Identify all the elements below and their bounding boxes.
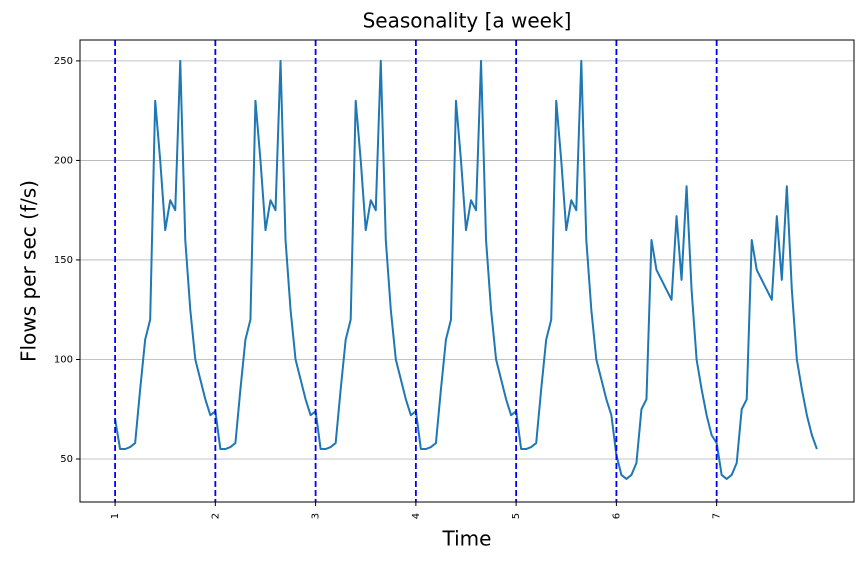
- x-tick-label: 2: [210, 513, 221, 519]
- data-line: [114, 59, 818, 480]
- x-tick-label: 1: [110, 513, 121, 519]
- y-tick-label: 250: [54, 56, 73, 67]
- y-axis-label: Flows per sec (f/s): [17, 180, 41, 362]
- y-tick-label: 150: [54, 255, 73, 266]
- y-tick-label: 50: [60, 454, 73, 465]
- x-tick-label: 7: [712, 513, 723, 519]
- y-tick-label: 100: [54, 354, 73, 365]
- x-tick-label: 4: [411, 513, 422, 519]
- plot-frame: [79, 39, 855, 503]
- y-tick-label: 200: [54, 155, 73, 166]
- chart-title: Seasonality [a week]: [363, 9, 572, 33]
- x-tick-label: 5: [511, 513, 522, 519]
- x-tick-label: 6: [611, 513, 622, 519]
- x-tick-label: 3: [311, 513, 322, 519]
- x-axis-label: Time: [442, 527, 492, 551]
